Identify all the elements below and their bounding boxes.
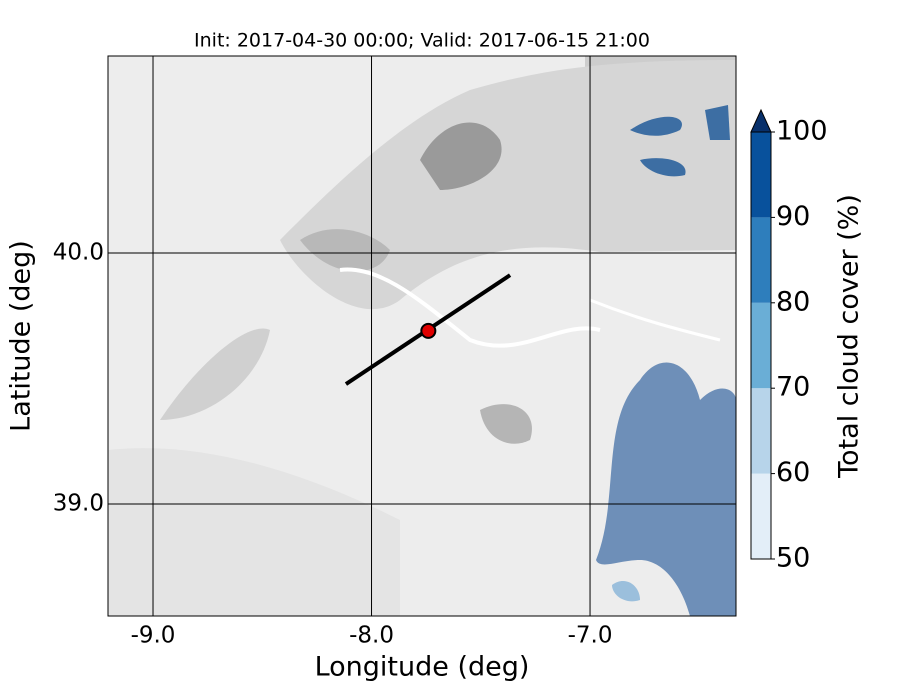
x-tick-label: -9.0: [131, 623, 176, 649]
colorbar-band: [751, 217, 771, 303]
colorbar-extend: [750, 108, 772, 133]
colorbar-label: Total cloud cover (%): [834, 194, 865, 479]
colorbar-tick-label: 70: [776, 372, 810, 403]
colorbar-tick-label: 90: [776, 201, 810, 232]
plot-frame: [107, 55, 737, 617]
colorbar-tick-label: 100: [776, 116, 828, 147]
chart-title: Init: 2017-04-30 00:00; Valid: 2017-06-1…: [194, 30, 650, 52]
terrain: [108, 56, 736, 616]
colorbar-frame: [750, 131, 772, 560]
colorbar-tick-label: 60: [776, 457, 810, 488]
x-tick-label: -7.0: [568, 623, 613, 649]
colorbar-tick-label: 50: [776, 543, 810, 574]
y-tick-label: 40.0: [53, 240, 104, 266]
y-axis-label: Latitude (deg): [6, 240, 37, 432]
y-tick-label: 39.0: [53, 491, 104, 517]
x-tick-label: -8.0: [349, 623, 394, 649]
location-point: [420, 322, 437, 339]
x-axis-label: Longitude (deg): [315, 652, 530, 683]
colorbar-band: [751, 388, 771, 474]
colorbar-band: [751, 473, 771, 559]
colorbar-tick-label: 80: [776, 286, 810, 317]
colorbar-band: [751, 302, 771, 389]
colorbar-band: [751, 132, 771, 218]
